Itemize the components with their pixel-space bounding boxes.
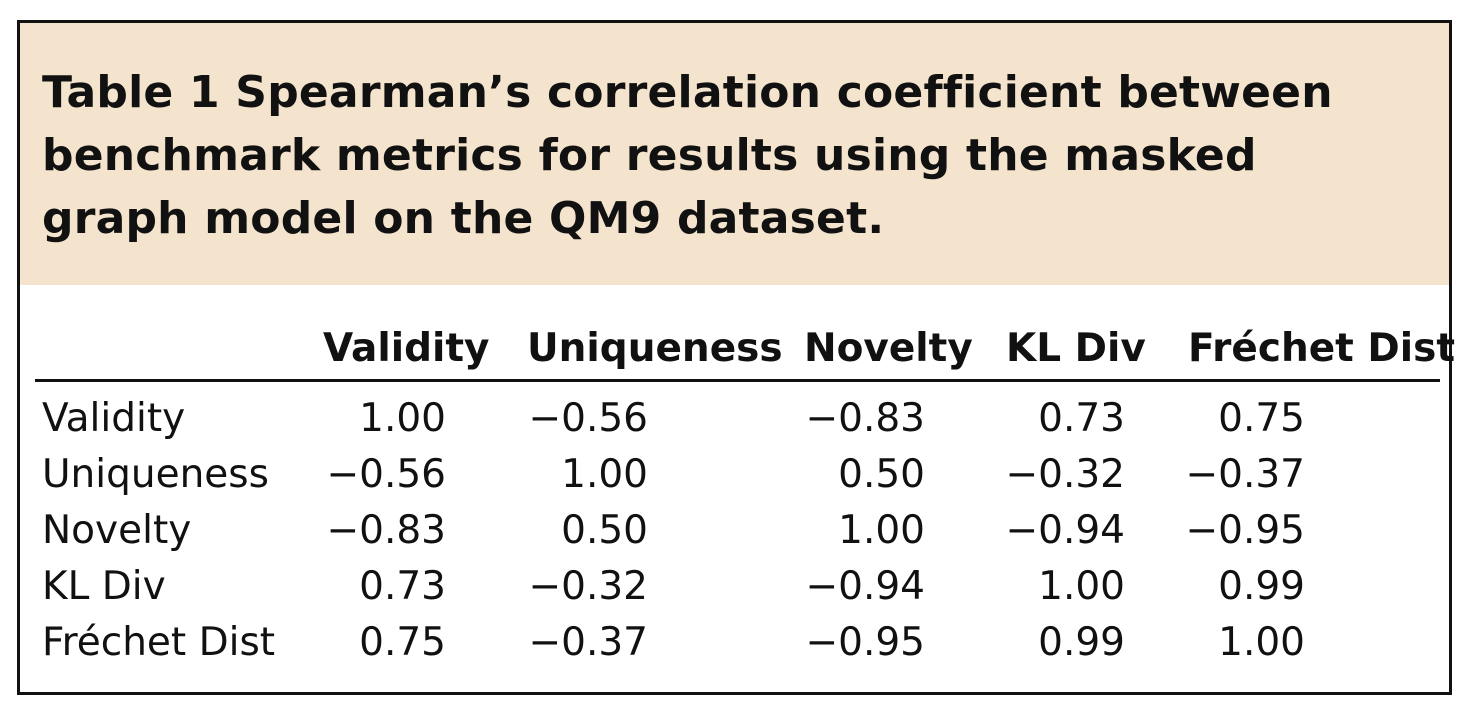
cell-value: 0.99 (1038, 620, 1125, 665)
cell-value: −0.32 (528, 564, 648, 609)
cell-value: 0.50 (838, 452, 925, 497)
cell-value: 1.00 (1038, 564, 1125, 609)
cell-value: −0.56 (326, 452, 446, 497)
header-rule (35, 379, 1440, 382)
row-label: Validity (42, 396, 186, 441)
row-label: KL Div (42, 564, 166, 609)
cell-value: 0.73 (1038, 396, 1125, 441)
table-row: KL Div 0.73 −0.32 −0.94 1.00 0.99 (20, 559, 1449, 615)
cell-value: 0.73 (359, 564, 446, 609)
cell-value: 1.00 (838, 508, 925, 553)
column-header-validity: Validity (323, 326, 490, 371)
table-header-row: Validity Uniqueness Novelty KL Div Fréch… (20, 321, 1455, 377)
row-label: Fréchet Dist (42, 620, 276, 665)
cell-value: −0.95 (1185, 508, 1305, 553)
cell-value: −0.83 (805, 396, 925, 441)
column-header-novelty: Novelty (804, 326, 973, 371)
row-label: Novelty (42, 508, 192, 553)
cell-value: 1.00 (359, 396, 446, 441)
table-row: Validity 1.00 −0.56 −0.83 0.73 0.75 (20, 391, 1449, 447)
caption-band: Table 1 Spearman’s correlation coefficie… (20, 23, 1449, 285)
cell-value: 0.75 (359, 620, 446, 665)
column-header-uniqueness: Uniqueness (527, 326, 783, 371)
cell-value: −0.37 (1185, 452, 1305, 497)
table-caption: Table 1 Spearman’s correlation coefficie… (42, 67, 1333, 244)
cell-value: −0.94 (805, 564, 925, 609)
cell-value: 1.00 (1218, 620, 1305, 665)
cell-value: 0.50 (561, 508, 648, 553)
table-row: Fréchet Dist 0.75 −0.37 −0.95 0.99 1.00 (20, 615, 1449, 671)
cell-value: −0.95 (805, 620, 925, 665)
column-header-kl-div: KL Div (1006, 326, 1146, 371)
cell-value: 0.99 (1218, 564, 1305, 609)
table-row: Novelty −0.83 0.50 1.00 −0.94 −0.95 (20, 503, 1449, 559)
cell-value: −0.56 (528, 396, 648, 441)
cell-value: −0.83 (326, 508, 446, 553)
column-header-frechet-dist: Fréchet Dist (1188, 326, 1455, 371)
row-label: Uniqueness (42, 452, 269, 497)
table-frame: Table 1 Spearman’s correlation coefficie… (17, 20, 1455, 695)
cell-value: 0.75 (1218, 396, 1305, 441)
cell-value: 1.00 (561, 452, 648, 497)
cell-value: −0.37 (528, 620, 648, 665)
cell-value: −0.94 (1005, 508, 1125, 553)
table-row: Uniqueness −0.56 1.00 0.50 −0.32 −0.37 (20, 447, 1449, 503)
cell-value: −0.32 (1005, 452, 1125, 497)
